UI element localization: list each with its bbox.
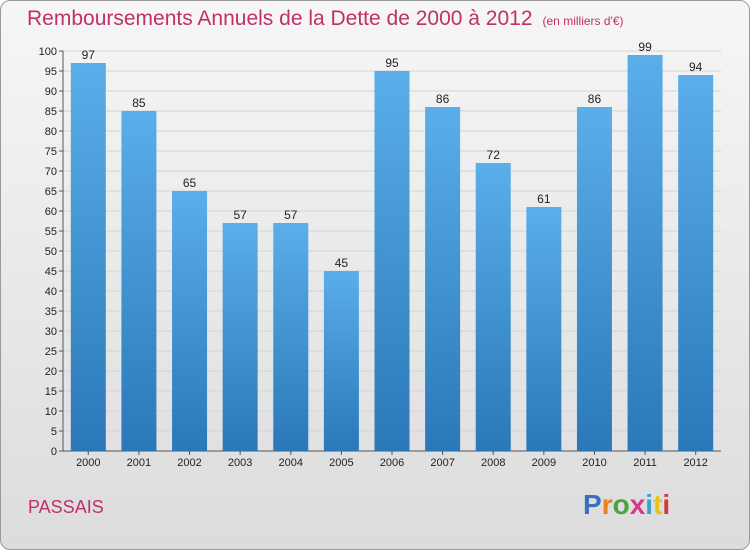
- bar-2003: [222, 223, 258, 451]
- y-tick-label: 65: [45, 186, 57, 198]
- bar-2006: [374, 71, 410, 451]
- bar-value-label: 45: [335, 256, 349, 270]
- bar-2002: [172, 191, 208, 451]
- chart-unit: (en milliers d'€): [542, 14, 624, 28]
- y-tick-label: 80: [45, 126, 57, 138]
- bar-value-label: 95: [385, 56, 399, 70]
- x-tick-label: 2009: [532, 457, 556, 469]
- x-tick-label: 2007: [430, 457, 454, 469]
- chart-title: Remboursements Annuels de la Dette de 20…: [27, 7, 624, 31]
- x-tick-label: 2006: [380, 457, 404, 469]
- x-tick-label: 2001: [127, 457, 151, 469]
- logo-letter: i: [662, 489, 671, 520]
- bar-2007: [425, 107, 461, 451]
- logo-letter: x: [629, 489, 646, 520]
- y-tick-label: 45: [45, 266, 57, 278]
- y-tick-label: 85: [45, 106, 57, 118]
- bar-2005: [323, 271, 359, 451]
- logo-letter: o: [612, 489, 630, 520]
- y-tick-label: 40: [45, 286, 57, 298]
- y-tick-label: 15: [45, 386, 57, 398]
- x-tick-label: 2012: [683, 457, 707, 469]
- x-tick-label: 2003: [228, 457, 252, 469]
- bar-value-label: 85: [132, 96, 146, 110]
- labels: 97 85 65 57 57 45 95 86 72 61 86 99 94: [82, 40, 703, 270]
- bar-2004: [273, 223, 309, 451]
- bar-2010: [576, 107, 612, 451]
- y-tick-label: 50: [45, 246, 57, 258]
- bar-value-label: 61: [537, 192, 551, 206]
- bar-2001: [121, 111, 157, 451]
- y-tick-label: 10: [45, 406, 57, 418]
- bar-2008: [475, 163, 511, 451]
- bar-value-label: 99: [638, 40, 652, 54]
- bar-2009: [526, 207, 562, 451]
- bar-value-label: 97: [82, 48, 96, 62]
- y-tick-label: 100: [39, 46, 57, 58]
- y-tick-label: 75: [45, 146, 57, 158]
- x-tick-label: 2008: [481, 457, 505, 469]
- x-tick-label: 2010: [582, 457, 606, 469]
- commune-name: PASSAIS: [28, 497, 104, 517]
- y-tick-label: 70: [45, 166, 57, 178]
- bar-value-label: 57: [233, 208, 247, 222]
- x-tick-label: 2000: [76, 457, 100, 469]
- y-tick-label: 20: [45, 366, 57, 378]
- y-tick-label: 90: [45, 86, 57, 98]
- y-tick-label: 5: [51, 426, 57, 438]
- logo-letter: i: [645, 489, 654, 520]
- y-tick-label: 60: [45, 206, 57, 218]
- x-tick-label: 2005: [329, 457, 353, 469]
- chart-title-text: Remboursements Annuels de la Dette de 20…: [27, 7, 533, 30]
- bar-value-label: 94: [689, 60, 703, 74]
- x-tick-label: 2011: [633, 457, 657, 469]
- proxiti-logo: Proxiti: [583, 489, 670, 521]
- bar-2011: [627, 55, 663, 451]
- x-tick-label: 2002: [177, 457, 201, 469]
- y-tick-label: 95: [45, 66, 57, 78]
- y-tick-label: 0: [51, 446, 57, 458]
- bar-value-label: 57: [284, 208, 298, 222]
- x-tick-label: 2004: [279, 457, 303, 469]
- logo-letter: r: [601, 489, 613, 520]
- logo-letter: P: [583, 489, 602, 520]
- logo-letter: t: [653, 489, 663, 520]
- bar-value-label: 65: [183, 176, 197, 190]
- bars: [70, 55, 714, 451]
- bar-2000: [70, 63, 106, 451]
- bar-2012: [678, 75, 714, 451]
- y-tick-label: 25: [45, 346, 57, 358]
- bar-value-label: 72: [487, 148, 501, 162]
- bar-value-label: 86: [436, 92, 450, 106]
- y-tick-label: 55: [45, 226, 57, 238]
- y-tick-label: 30: [45, 326, 57, 338]
- bar-value-label: 86: [588, 92, 602, 106]
- y-tick-label: 35: [45, 306, 57, 318]
